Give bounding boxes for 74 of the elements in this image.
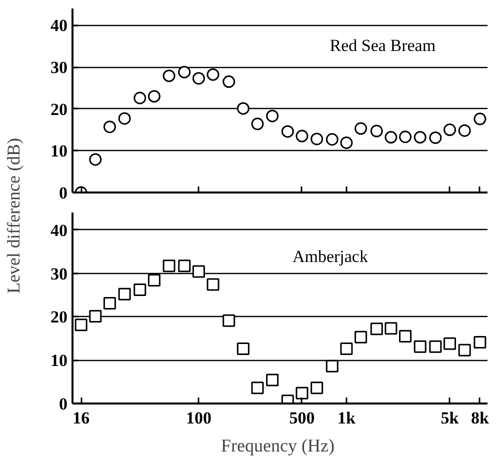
point <box>178 66 191 78</box>
point <box>370 124 383 138</box>
point <box>192 265 205 278</box>
x-tick-label: 8k <box>470 408 490 428</box>
y-tick-label: 0 <box>59 184 68 202</box>
point <box>148 274 160 286</box>
point <box>251 382 264 394</box>
y-tick-label: 40 <box>50 16 68 36</box>
point <box>310 132 324 146</box>
text: Amberjack <box>292 246 368 266</box>
point <box>414 340 426 353</box>
point <box>474 336 486 349</box>
y-tick-label: 20 <box>50 308 68 327</box>
point <box>162 260 176 272</box>
y-tick-label: 40 <box>50 220 68 240</box>
point <box>74 318 88 332</box>
point <box>206 278 220 291</box>
y-tick-label: 30 <box>50 58 68 78</box>
point <box>148 90 160 103</box>
point <box>266 110 279 122</box>
point <box>296 386 308 400</box>
point <box>429 340 442 353</box>
point <box>444 337 456 350</box>
point <box>162 70 176 82</box>
y-tick-label: 10 <box>50 351 68 370</box>
point <box>310 382 324 394</box>
point <box>89 310 102 322</box>
point <box>340 136 353 149</box>
point <box>222 75 236 88</box>
point <box>178 260 191 272</box>
point <box>384 131 398 144</box>
point <box>399 130 412 144</box>
point <box>103 296 116 310</box>
point <box>134 284 146 296</box>
point <box>444 124 456 136</box>
y-axis-title: Level difference (dB) <box>4 138 24 294</box>
y-tick-label: 0 <box>59 394 68 414</box>
point <box>192 72 205 85</box>
point <box>118 288 131 300</box>
point <box>354 330 368 344</box>
point <box>89 153 102 166</box>
y-tick-label: 30 <box>50 264 68 284</box>
point <box>340 342 353 356</box>
point <box>296 130 308 142</box>
y-tick-label: 20 <box>50 100 68 119</box>
point <box>251 118 264 130</box>
x-tick-label: 1k <box>338 408 356 428</box>
point <box>103 120 116 134</box>
point <box>326 133 338 146</box>
y-tick-label: 10 <box>50 142 68 161</box>
point <box>206 68 220 81</box>
point <box>134 92 146 104</box>
point <box>236 102 250 115</box>
point <box>458 344 471 356</box>
point <box>222 314 236 327</box>
x-axis-title: Frequency (Hz) <box>221 436 334 456</box>
point <box>236 342 250 356</box>
point <box>281 125 294 138</box>
point <box>458 124 471 137</box>
x-tick-label: 5k <box>440 408 460 428</box>
point <box>414 131 426 144</box>
point <box>474 112 486 126</box>
point <box>118 112 131 125</box>
point <box>354 122 368 135</box>
x-tick-label: 16 <box>72 408 90 428</box>
x-tick-label: 500 <box>289 408 315 428</box>
point <box>384 322 398 335</box>
point <box>326 360 338 372</box>
point <box>266 374 279 386</box>
text: Red Sea Bream <box>330 36 436 55</box>
point <box>429 131 442 144</box>
point <box>399 330 412 342</box>
x-tick-label: 100 <box>186 408 212 428</box>
point <box>370 322 383 336</box>
